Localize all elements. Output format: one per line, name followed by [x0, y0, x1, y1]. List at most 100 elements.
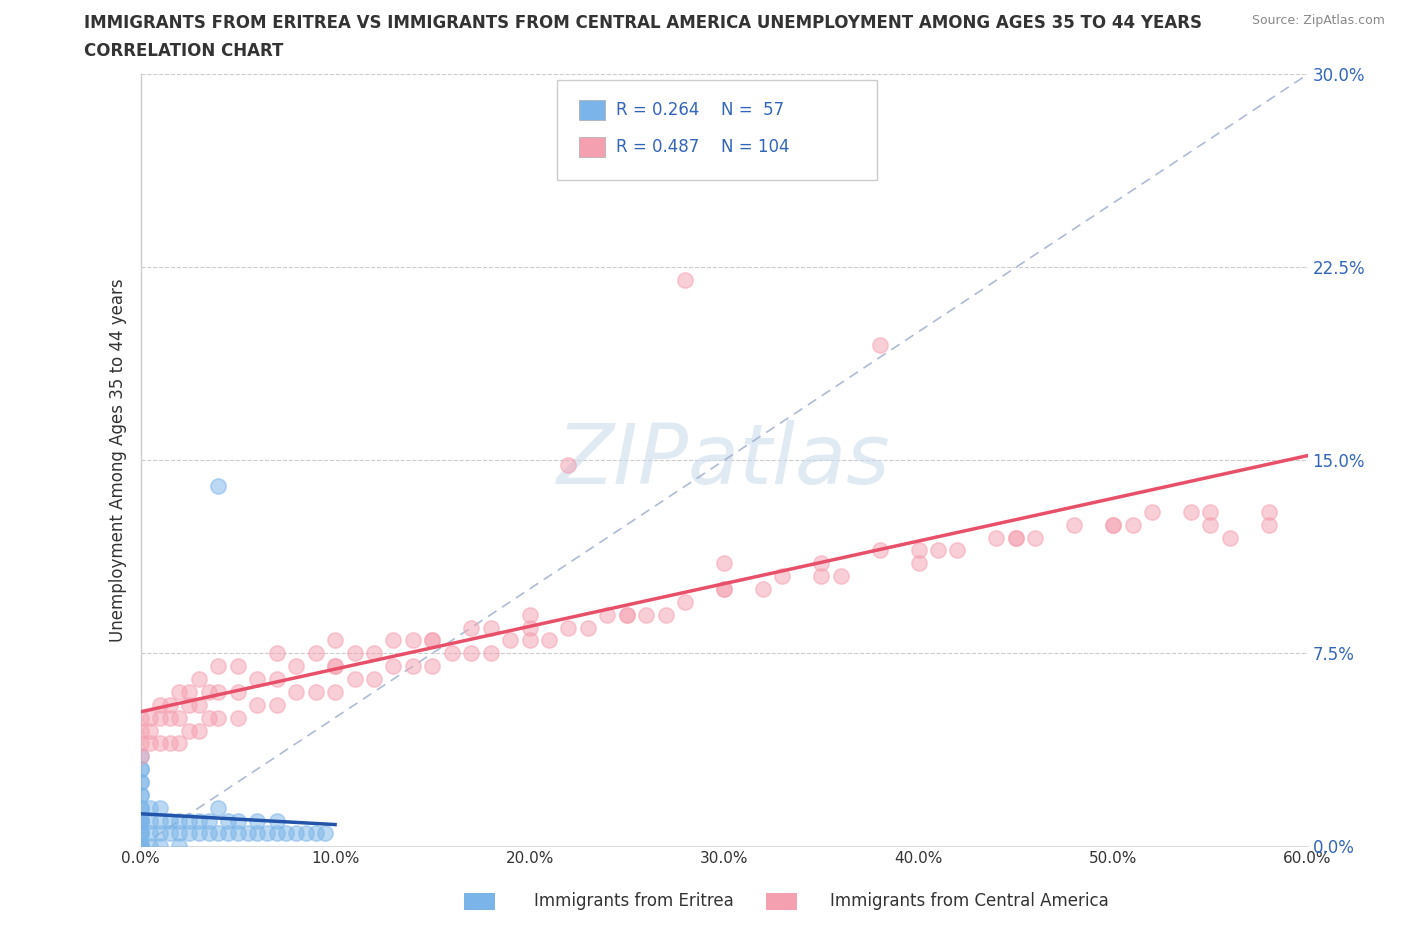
Point	[159, 813, 181, 828]
Point	[830, 568, 852, 584]
Point	[343, 671, 366, 686]
Point	[305, 646, 328, 661]
Text: CORRELATION CHART: CORRELATION CHART	[84, 42, 284, 60]
Point	[1102, 517, 1125, 532]
Point	[869, 543, 891, 558]
Point	[159, 711, 181, 725]
Point	[188, 698, 211, 712]
Point	[266, 646, 288, 661]
Point	[159, 826, 181, 841]
Point	[402, 633, 425, 648]
Point	[129, 788, 152, 803]
Point	[1140, 504, 1163, 519]
Point	[169, 839, 191, 854]
Point	[422, 633, 444, 648]
Point	[149, 800, 172, 815]
Point	[557, 620, 579, 635]
Point	[1063, 517, 1085, 532]
Point	[363, 671, 385, 686]
Text: N = 104: N = 104	[721, 138, 790, 156]
Point	[519, 607, 541, 622]
Point	[673, 594, 696, 609]
Point	[129, 749, 152, 764]
Point	[946, 543, 969, 558]
Point	[1257, 504, 1279, 519]
Point	[305, 826, 328, 841]
Point	[129, 749, 152, 764]
Point	[149, 736, 172, 751]
Point	[673, 272, 696, 287]
Point	[382, 658, 405, 673]
Point	[538, 633, 561, 648]
Point	[129, 826, 152, 841]
Point	[169, 684, 191, 699]
Point	[276, 826, 298, 841]
Point	[636, 607, 658, 622]
Point	[752, 581, 775, 596]
Point	[986, 530, 1008, 545]
Point	[139, 724, 162, 738]
Point	[907, 543, 929, 558]
Point	[129, 813, 152, 828]
Point	[188, 826, 211, 841]
Point	[1219, 530, 1241, 545]
Point	[323, 684, 346, 699]
Point	[382, 633, 405, 648]
Y-axis label: Unemployment Among Ages 35 to 44 years: Unemployment Among Ages 35 to 44 years	[108, 279, 127, 642]
Point	[179, 698, 201, 712]
Point	[129, 775, 152, 790]
Text: N =  57: N = 57	[721, 100, 785, 119]
Point	[519, 633, 541, 648]
Point	[752, 144, 775, 159]
Point	[422, 633, 444, 648]
Point	[139, 839, 162, 854]
Point	[139, 826, 162, 841]
Point	[179, 684, 201, 699]
Point	[1005, 530, 1028, 545]
Point	[159, 736, 181, 751]
Point	[169, 826, 191, 841]
Point	[927, 543, 949, 558]
Point	[139, 736, 162, 751]
Point	[169, 711, 191, 725]
Point	[1199, 517, 1222, 532]
Point	[323, 658, 346, 673]
Point	[188, 671, 211, 686]
Point	[179, 813, 201, 828]
Point	[440, 646, 463, 661]
Point	[207, 711, 229, 725]
Text: Immigrants from Eritrea: Immigrants from Eritrea	[534, 892, 734, 910]
Point	[159, 698, 181, 712]
Point	[713, 581, 735, 596]
Point	[285, 684, 308, 699]
Point	[197, 813, 219, 828]
Point	[226, 813, 249, 828]
Point	[149, 839, 172, 854]
Point	[207, 479, 229, 494]
Point	[226, 658, 249, 673]
Point	[149, 711, 172, 725]
Point	[1024, 530, 1046, 545]
Point	[246, 698, 269, 712]
Point	[129, 839, 152, 854]
Point	[907, 556, 929, 571]
Text: R = 0.264: R = 0.264	[616, 100, 699, 119]
Point	[596, 607, 619, 622]
Point	[129, 775, 152, 790]
Point	[169, 813, 191, 828]
Point	[129, 736, 152, 751]
Text: R = 0.487: R = 0.487	[616, 138, 699, 156]
Point	[207, 658, 229, 673]
Point	[810, 568, 832, 584]
Point	[1122, 517, 1144, 532]
Point	[207, 684, 229, 699]
Point	[1102, 517, 1125, 532]
Point	[129, 826, 152, 841]
Point	[129, 839, 152, 854]
Point	[314, 826, 336, 841]
Text: Immigrants from Central America: Immigrants from Central America	[830, 892, 1108, 910]
Point	[188, 813, 211, 828]
Point	[217, 813, 239, 828]
Point	[460, 646, 482, 661]
Point	[246, 813, 269, 828]
